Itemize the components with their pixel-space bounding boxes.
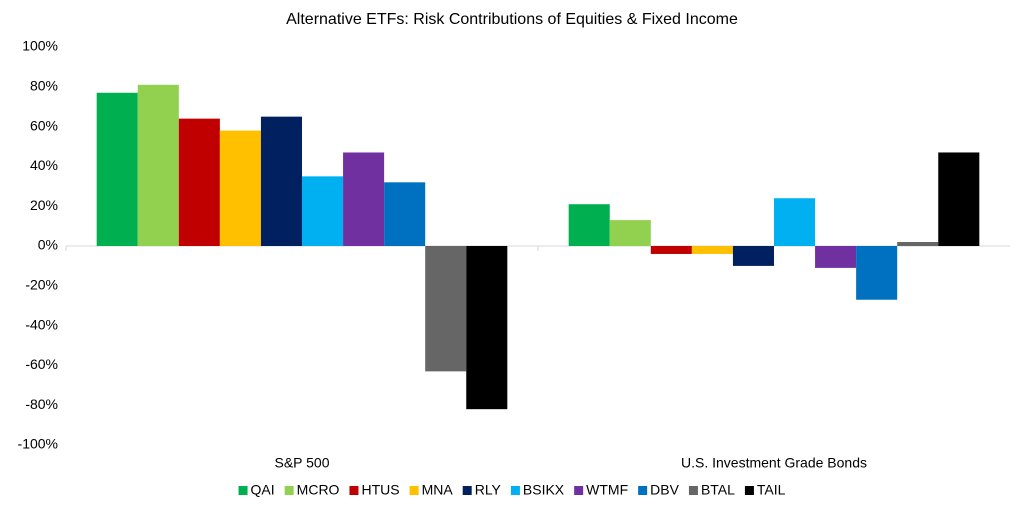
bar bbox=[137, 84, 179, 246]
legend-label: HTUS bbox=[361, 482, 399, 498]
legend: QAI MCRO HTUS MNA RLY BSIKX WTMF DBV BTAL TAIL bbox=[238, 482, 786, 498]
legend-swatch bbox=[238, 486, 248, 495]
legend-label: MCRO bbox=[297, 482, 340, 498]
bar bbox=[178, 118, 220, 246]
legend-swatch bbox=[638, 486, 648, 495]
legend-label: BSIKX bbox=[523, 482, 565, 498]
bar bbox=[343, 152, 385, 246]
bar bbox=[466, 246, 508, 410]
bar bbox=[938, 152, 980, 246]
legend-swatch bbox=[744, 486, 754, 495]
bar bbox=[650, 246, 692, 254]
chart-title: Alternative ETFs: Risk Contributions of … bbox=[286, 11, 738, 28]
y-tick-label: 0% bbox=[38, 237, 58, 253]
bar bbox=[691, 246, 733, 254]
x-tick-label: U.S. Investment Grade Bonds bbox=[681, 455, 867, 471]
y-tick-label: 60% bbox=[30, 117, 58, 133]
legend-swatch bbox=[510, 486, 520, 495]
bar bbox=[897, 242, 939, 246]
legend-label: BTAL bbox=[701, 482, 735, 498]
bar bbox=[219, 130, 261, 246]
y-tick-label: 80% bbox=[30, 78, 58, 94]
bar bbox=[774, 198, 816, 246]
legend-label: RLY bbox=[475, 482, 502, 498]
bar bbox=[302, 176, 344, 246]
bar bbox=[260, 116, 302, 247]
legend-label: MNA bbox=[422, 482, 454, 498]
bar bbox=[568, 204, 610, 246]
y-tick-label: 20% bbox=[30, 197, 58, 213]
legend-swatch bbox=[409, 486, 419, 495]
y-tick-label: 100% bbox=[22, 38, 58, 54]
y-tick-label: -80% bbox=[25, 396, 58, 412]
bar bbox=[609, 220, 651, 246]
legend-label: WTMF bbox=[586, 482, 628, 498]
bar bbox=[856, 246, 898, 300]
legend-swatch bbox=[574, 486, 584, 495]
bar bbox=[96, 92, 138, 247]
y-tick-label: 40% bbox=[30, 157, 58, 173]
legend-swatch bbox=[688, 486, 698, 495]
y-tick-label: -100% bbox=[18, 436, 58, 452]
y-tick-label: -40% bbox=[25, 316, 58, 332]
legend-swatch bbox=[284, 486, 294, 495]
legend-swatch bbox=[349, 486, 359, 495]
legend-swatch bbox=[462, 486, 472, 495]
y-tick-label: -60% bbox=[25, 356, 58, 372]
legend-label: TAIL bbox=[757, 482, 786, 498]
bar bbox=[732, 246, 774, 266]
y-tick-label: -20% bbox=[25, 277, 58, 293]
bar bbox=[815, 246, 857, 268]
x-tick-label: S&P 500 bbox=[274, 455, 329, 471]
bar bbox=[425, 246, 467, 372]
bar bbox=[384, 182, 426, 246]
legend-label: QAI bbox=[251, 482, 275, 498]
legend-label: DBV bbox=[650, 482, 679, 498]
